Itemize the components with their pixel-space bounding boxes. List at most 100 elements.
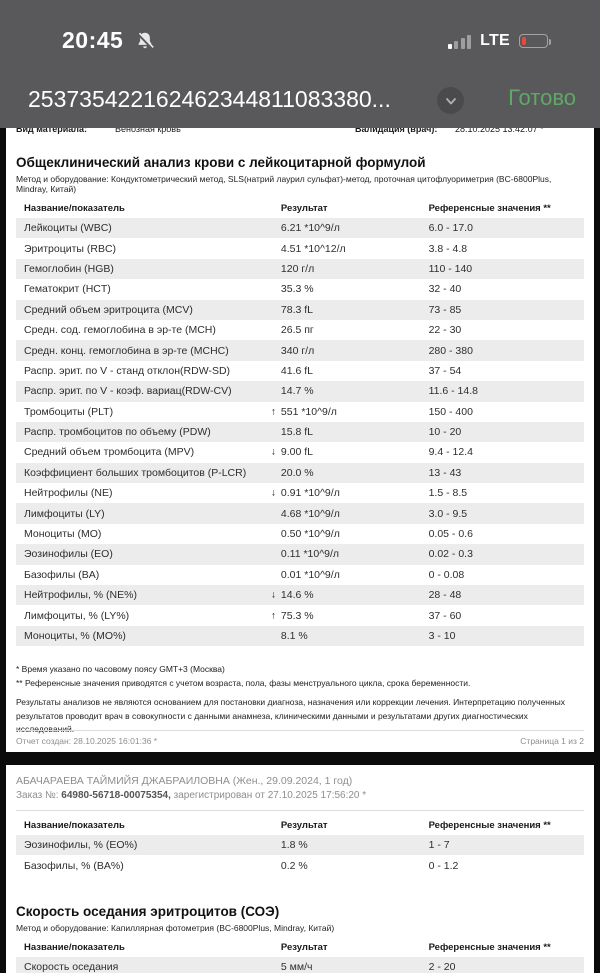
muted-bell-icon [134, 30, 156, 52]
reference-range-cell: 13 - 43 [428, 466, 462, 479]
column-header-name: Название/показатель [24, 941, 125, 953]
result-cell: 20.0 % [280, 466, 314, 479]
title-dropdown-button[interactable] [437, 87, 464, 114]
result-cell: 4.51 *10^12/л [280, 242, 346, 255]
soe-section-title: Скорость оседания эритроцитов (СОЭ) [16, 903, 280, 919]
table-row: Средний объем эритроцита (MCV) 78.3 fL 73 … [16, 299, 584, 320]
reference-range-cell: 0.05 - 0.6 [428, 528, 473, 541]
reference-range-cell: 3.0 - 9.5 [428, 507, 468, 520]
result-cell: 4.68 *10^9/л [280, 507, 340, 520]
table-row: Моноциты (MO) 0.50 *10^9/л 0.05 - 0.6 [16, 524, 584, 544]
table-row: Базофилы (BA) 0.01 *10^9/л 0 - 0.08 [16, 565, 584, 585]
soe-table: Название/показатель Результат Референсны… [16, 939, 584, 973]
table-row: Гематокрит (HCT) 35.3 % 32 - 40 [16, 279, 584, 299]
order-line: Заказ №: 64980-56718-00075354, зарегистр… [16, 790, 584, 802]
parameter-name-cell: Средн. сод. гемоглобина в эр-те (MCH) [24, 324, 216, 337]
parameter-name-cell: Лимфоциты, % (LY%) [24, 609, 130, 622]
status-time: 20:45 [62, 27, 124, 53]
parameter-name-cell: Нейтрофилы, % (NE%) [24, 589, 137, 602]
result-cell: ↓ 14.6 % [270, 589, 314, 602]
reference-range-cell: 280 - 380 [428, 344, 473, 357]
reference-range-cell: 1 - 7 [428, 839, 450, 852]
reference-range-cell: 6.0 - 17.0 [428, 222, 473, 235]
result-cell: 15.8 fL [280, 426, 314, 439]
parameter-name-cell: Гемоглобин (HGB) [24, 262, 114, 275]
table-row: Средн. конц. гемоглобина в эр-те (MCHC) 3… [16, 340, 584, 361]
nav-bar: 253735422162462344811083380... Готово [0, 76, 600, 128]
signal-bars-icon [447, 34, 472, 49]
table-row: Эритроциты (RBC) 4.51 *10^12/л 3.8 - 4.8 [16, 238, 584, 258]
parameter-name-cell: Лимфоциты (LY) [24, 507, 105, 520]
table-row: Лимфоциты, % (LY%) ↑ 75.3 % 37 - 60 [16, 605, 584, 625]
reference-range-cell: 0 - 0.08 [428, 568, 465, 581]
parameter-name-cell: Распр. тромбоцитов по объему (PDW) [24, 426, 211, 439]
parameter-name-cell: Коэффициент больших тромбоцитов (P-LCR) [24, 466, 247, 479]
arrow-down-icon: ↓ [270, 589, 276, 601]
parameter-name-cell: Лейкоциты (WBC) [24, 222, 112, 235]
table-row: Распр. эрит. по V - коэф. вариац(RDW-CV)… [16, 381, 584, 402]
pdf-viewer[interactable]: Вид материала: Венозная кровь Валидация … [0, 128, 600, 973]
order-registered: зарегистрирован от 27.10.2025 17:56:20 * [170, 790, 367, 801]
table-body: Эозинофилы, % (EO%) 1.8 % 1 - 7 Базофилы, %… [16, 835, 584, 876]
reference-range-cell: 22 - 30 [428, 324, 462, 337]
viewer-chrome: 20:45 LTE 253735422162462344 [0, 0, 600, 128]
result-cell: 340 г/л [280, 344, 315, 357]
validation-value: 28.10.2025 13:42:07 * [455, 128, 544, 134]
done-button[interactable]: Готово [508, 85, 576, 110]
result-cell: 35.3 % [280, 283, 314, 296]
result-cell: ↓ 9.00 fL [270, 446, 314, 459]
parameter-name-cell: Средний объем тромбоцита (MPV) [24, 446, 195, 459]
table-row: Тромбоциты (PLT) ↑ 551 *10^9/л 150 - 400 [16, 402, 584, 422]
table-body: Лейкоциты (WBC) 6.21 *10^9/л 6.0 - 17.0 Эри… [16, 218, 584, 647]
result-cell: 0.01 *10^9/л [280, 568, 340, 581]
arrow-up-icon: ↑ [270, 405, 276, 417]
result-cell: 41.6 fL [280, 364, 314, 377]
table-row: Средн. сод. гемоглобина в эр-те (MCH) 26.… [16, 320, 584, 340]
reference-range-cell: 9.4 - 12.4 [428, 446, 473, 459]
parameter-name-cell: Тромбоциты (PLT) [24, 405, 114, 418]
reference-range-cell: 150 - 400 [428, 405, 473, 418]
reference-range-cell: 32 - 40 [428, 283, 462, 296]
result-cell: ↑ 551 *10^9/л [270, 405, 337, 418]
parameter-name-cell: Гематокрит (HCT) [24, 283, 111, 296]
method-line: Метод и оборудование: Кондуктометрически… [16, 174, 552, 194]
reference-range-cell: 0.02 - 0.3 [428, 548, 473, 561]
footnote-timezone: * Время указано по часовому поясу GMT+3 … [16, 664, 225, 675]
parameter-name-cell: Средний объем эритроцита (MCV) [24, 303, 193, 316]
material-value: Венозная кровь [115, 128, 181, 134]
parameter-name-cell: Базофилы, % (BA%) [24, 859, 124, 872]
cbc-table: Название/показатель Результат Референсны… [16, 200, 584, 647]
chevron-down-icon [445, 97, 456, 104]
validation-label: Валидация (врач): [355, 128, 438, 134]
column-header-reference: Референсные значения ** [428, 203, 551, 214]
cbc-continued-table: Название/показатель Результат Референсны… [16, 817, 584, 876]
table-row: Базофилы, % (BA%) 0.2 % 0 - 1.2 [16, 855, 584, 875]
table-header-row: Название/показатель Результат Референсны… [16, 939, 584, 957]
patient-name: АБАЧАРАЕВА ТАЙМИЙЯ ДЖАБРАИЛОВНА (Жен., 2… [16, 775, 353, 787]
table-header-row: Название/показатель Результат Референсны… [16, 200, 584, 218]
column-header-name: Название/показатель [24, 203, 125, 214]
column-header-result: Результат [280, 820, 328, 831]
column-header-result: Результат [280, 941, 328, 953]
arrow-down-icon: ↓ [270, 446, 276, 458]
soe-method-line: Метод и оборудование: Капиллярная фотоме… [16, 922, 335, 933]
column-header-reference: Референсные значения ** [428, 941, 551, 953]
parameter-name-cell: Моноциты, % (MO%) [24, 630, 126, 642]
parameter-name-cell: Скорость оседания [24, 960, 119, 973]
page-indicator: Страница 1 из 2 [520, 736, 584, 746]
table-row: Распр. тромбоцитов по объему (PDW) 15.8 f… [16, 421, 584, 443]
result-cell: 0.11 *10^9/л [280, 548, 340, 561]
result-cell: 5 мм/ч [280, 960, 313, 973]
parameter-name-cell: Нейтрофилы (NE) [24, 487, 113, 500]
table-row: Эозинофилы, % (EO%) 1.8 % 1 - 7 [16, 835, 584, 856]
parameter-name-cell: Базофилы (BA) [24, 568, 100, 581]
reference-range-cell: 37 - 54 [428, 364, 462, 377]
report-page-1: Вид материала: Венозная кровь Валидация … [6, 128, 594, 752]
reference-range-cell: 11.6 - 14.8 [428, 385, 478, 398]
result-cell: 0.2 % [280, 859, 308, 872]
reference-range-cell: 2 - 20 [428, 960, 456, 973]
result-cell: 6.21 *10^9/л [280, 222, 340, 235]
arrow-up-icon: ↑ [270, 609, 276, 621]
arrow-down-icon: ↓ [270, 487, 276, 499]
reference-range-cell: 3.8 - 4.8 [428, 242, 468, 255]
